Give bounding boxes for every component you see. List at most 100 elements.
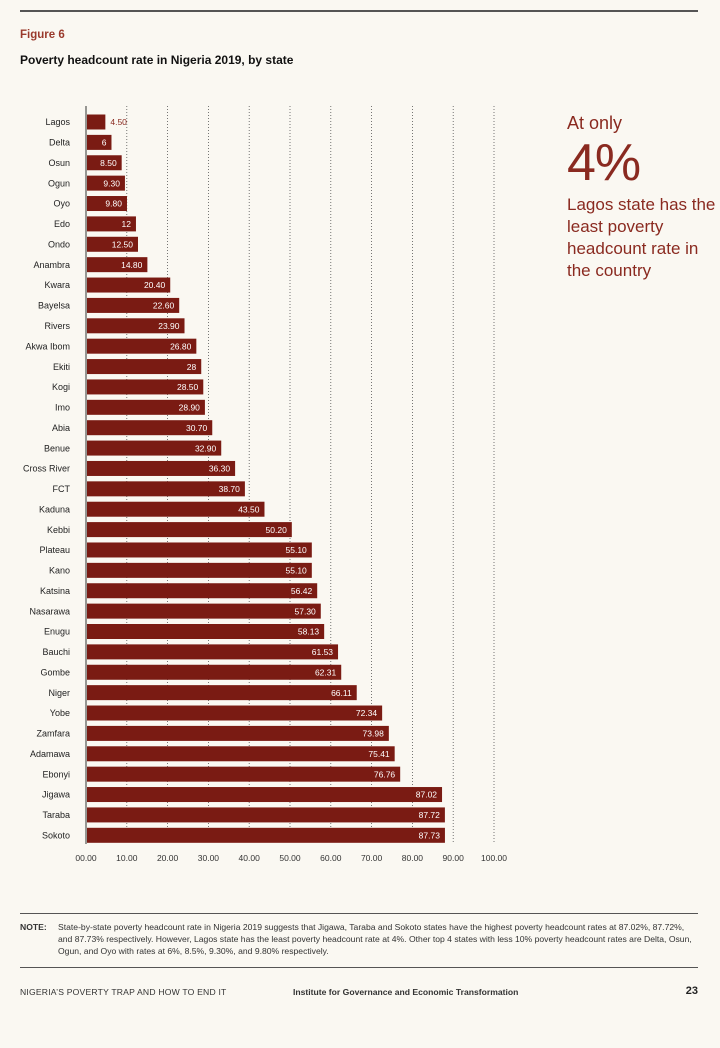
category-label: Katsina: [40, 586, 70, 596]
category-label: Plateau: [39, 545, 70, 555]
bar: [87, 155, 122, 171]
note-text: State-by-state poverty headcount rate in…: [58, 922, 692, 956]
bar: [87, 175, 125, 191]
category-label: Benue: [44, 443, 70, 453]
category-label: Cross River: [23, 464, 70, 474]
category-label: Bayelsa: [38, 301, 70, 311]
data-label: 87.02: [416, 790, 438, 800]
category-label: Anambra: [33, 260, 70, 270]
callout-text: Lagos state has the least poverty headco…: [567, 195, 716, 280]
data-label: 61.53: [312, 647, 334, 657]
top-rule: [20, 10, 698, 12]
data-label: 56.42: [291, 586, 313, 596]
figure-label: Figure 6: [20, 29, 65, 41]
page-number: 23: [685, 985, 698, 997]
data-label: 43.50: [238, 504, 260, 514]
bar: [87, 196, 127, 212]
category-label: Zamfara: [36, 729, 70, 739]
note: NOTE: State-by-state poverty headcount ra…: [20, 921, 700, 957]
data-label: 55.10: [286, 545, 308, 555]
bar: [87, 624, 325, 639]
bar: [87, 787, 443, 803]
data-label: 32.90: [195, 443, 217, 453]
x-tick-label: 50.00: [279, 853, 301, 863]
footer-report-title: NIGERIA’S POVERTY TRAP AND HOW TO END IT: [20, 987, 227, 997]
bar: [87, 705, 383, 721]
footer-publisher: Institute for Governance and Economic Tr…: [293, 987, 519, 997]
data-label: 72.34: [356, 708, 378, 718]
category-label: Kwara: [44, 280, 70, 290]
category-label: FCT: [53, 484, 71, 494]
bar: [87, 318, 185, 334]
data-label: 28.50: [177, 382, 199, 392]
category-label: Enugu: [44, 627, 70, 637]
data-label: 58.13: [298, 627, 320, 637]
category-label: Gombe: [40, 667, 70, 677]
bar: [87, 725, 389, 741]
data-label: 38.70: [219, 484, 241, 494]
data-label: 87.72: [419, 810, 441, 820]
category-label: Lagos: [45, 117, 70, 127]
category-label: Abia: [52, 423, 70, 433]
bar: [87, 807, 445, 823]
category-label: Kogi: [52, 382, 70, 392]
category-label: Ogun: [48, 178, 70, 188]
bar: [87, 685, 357, 701]
bar: [87, 114, 106, 130]
bar: [87, 420, 213, 436]
data-label: 66.11: [331, 688, 352, 698]
bar: [87, 481, 245, 497]
x-tick-label: 30.00: [198, 853, 220, 863]
figure-title: Poverty headcount rate in Nigeria 2019, …: [20, 53, 294, 67]
x-tick-label: 100.00: [481, 853, 507, 863]
bar: [87, 257, 148, 273]
category-label: Jigawa: [42, 790, 70, 800]
category-label: Akwa Ibom: [25, 341, 70, 351]
category-label: Ebonyi: [42, 769, 70, 779]
bar: [87, 746, 395, 762]
category-label: Rivers: [44, 321, 70, 331]
x-tick-label: 90.00: [443, 853, 465, 863]
category-label: Taraba: [42, 810, 70, 820]
data-label: 75.41: [368, 749, 390, 759]
category-label: Kano: [49, 566, 70, 576]
bar: [87, 766, 401, 782]
bar: [87, 440, 222, 456]
data-label: 76.76: [374, 769, 396, 779]
data-label: 87.73: [419, 831, 441, 841]
bar: [87, 359, 202, 375]
data-label: 20.40: [144, 280, 166, 290]
category-label: Kebbi: [47, 525, 70, 535]
x-tick-label: 10.00: [116, 853, 138, 863]
note-top-rule: [20, 913, 698, 914]
bar: [87, 379, 204, 395]
x-tick-label: 60.00: [320, 853, 342, 863]
x-tick-label: 20.00: [157, 853, 179, 863]
bar: [87, 603, 321, 619]
category-label: Delta: [49, 138, 70, 148]
bar: [87, 501, 265, 517]
bar: [87, 236, 138, 252]
data-label: 57.30: [295, 606, 317, 616]
category-label: Bauchi: [42, 647, 70, 657]
data-label: 22.60: [153, 301, 175, 311]
category-label: Ekiti: [53, 362, 70, 372]
category-label: Sokoto: [42, 831, 70, 841]
category-label: Oyo: [53, 199, 70, 209]
bar: [87, 338, 197, 354]
category-label: Edo: [54, 219, 70, 229]
data-label: 26.80: [170, 341, 192, 351]
bar: [87, 134, 112, 150]
x-tick-label: 40.00: [239, 853, 261, 863]
bar: [87, 827, 445, 843]
callout-intro: At only: [567, 113, 623, 133]
callout: At only 4% Lagos state has the least pov…: [567, 112, 717, 282]
note-label: NOTE:: [20, 922, 47, 932]
data-label: 28.90: [179, 403, 201, 413]
category-label: Nasarawa: [29, 606, 70, 616]
bar: [87, 297, 180, 313]
bar: [87, 277, 171, 293]
callout-highlight: 4%: [567, 134, 641, 192]
category-label: Osun: [48, 158, 70, 168]
bar: [87, 644, 339, 660]
